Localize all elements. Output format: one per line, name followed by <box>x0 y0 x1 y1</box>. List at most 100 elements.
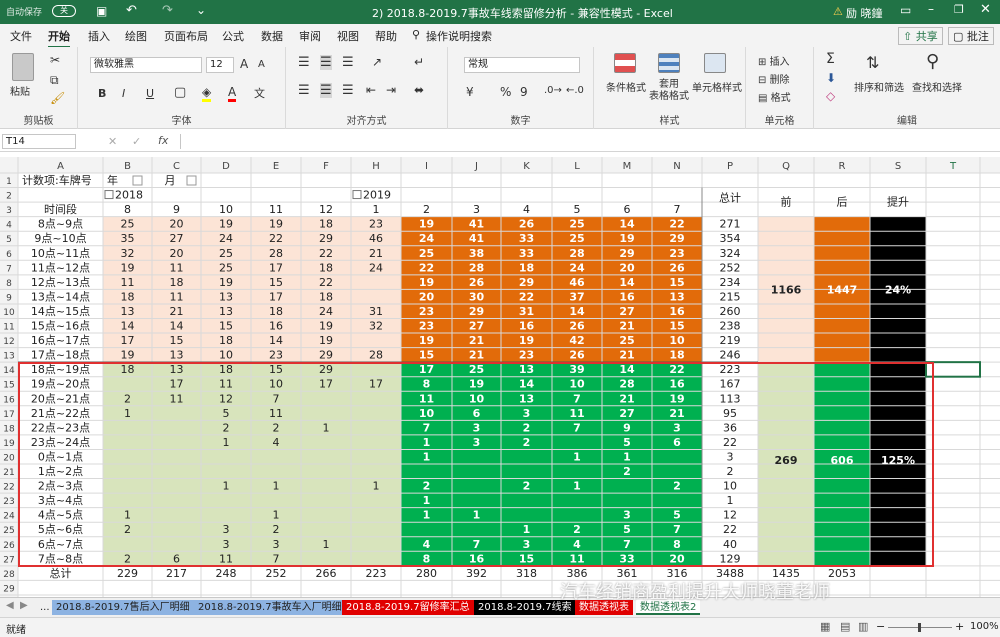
redo-icon[interactable]: ↷ <box>162 3 173 18</box>
align-left-icon[interactable]: ☰ <box>298 83 310 98</box>
fill-icon[interactable]: ⬇ <box>826 71 837 85</box>
cut-icon[interactable]: ✂ <box>50 53 61 67</box>
sort-filter-button[interactable]: 排序和筛选 <box>854 83 904 94</box>
scroll-left-icon[interactable]: ◀ <box>6 600 14 611</box>
tab-home[interactable]: 开始 <box>48 28 70 48</box>
tell-me-search[interactable]: 操作说明搜索 <box>426 30 492 43</box>
zoom-in-icon[interactable]: + <box>955 620 965 633</box>
sort-filter-icon[interactable]: ⇅ <box>866 53 880 72</box>
font-color-icon[interactable]: A <box>228 85 237 102</box>
maximize-icon[interactable]: ❐ <box>954 3 964 16</box>
paste-button[interactable]: 粘贴 <box>10 87 30 98</box>
format-painter-icon[interactable]: 🖌 <box>50 91 66 105</box>
user-name[interactable]: 励 晓鐘 <box>846 7 883 20</box>
night-after-value: 606 <box>831 454 854 467</box>
worksheet-grid[interactable]: A B C D E F H I J K L M N P Q R S T 1 2 3 4 5 6 7 8 9 10 11 12 13 14 15 1… <box>0 157 1000 597</box>
decrease-decimal-icon[interactable]: ←.0 <box>566 85 584 96</box>
save-icon[interactable]: ▣ <box>96 4 108 18</box>
conditional-format-button[interactable]: 条件格式 <box>606 83 646 94</box>
merge-center-icon[interactable]: ⬌ <box>414 83 425 97</box>
fill-color-icon[interactable]: ◈ <box>202 85 212 102</box>
autosum-button[interactable]: Σ <box>826 51 835 67</box>
share-button[interactable]: ⇧ 共享 <box>898 27 943 45</box>
ribbon-display-icon[interactable]: ▭ <box>900 3 912 17</box>
percent-button[interactable]: % <box>500 85 512 99</box>
tab-data[interactable]: 数据 <box>261 30 283 43</box>
phonetic-icon[interactable]: 文 <box>254 87 265 100</box>
number-format-select[interactable]: 常规 <box>464 57 580 73</box>
data-cell: 25 <box>569 218 584 231</box>
name-box[interactable]: T14 <box>2 134 76 149</box>
tab-view[interactable]: 视图 <box>337 30 359 43</box>
zoom-slider-thumb[interactable] <box>918 623 921 632</box>
tab-formulas[interactable]: 公式 <box>222 30 244 43</box>
grow-font-icon[interactable]: A <box>240 57 249 71</box>
zoom-out-icon[interactable]: − <box>876 620 886 633</box>
insert-cells-button[interactable]: ⊞ 插入 <box>758 53 790 68</box>
data-cell: 27 <box>170 232 184 245</box>
enter-icon[interactable]: ✓ <box>132 135 142 148</box>
align-middle-icon[interactable]: ☰ <box>320 55 332 70</box>
cell-styles-button[interactable]: 单元格样式 <box>692 83 742 94</box>
sheet-tab-pivot2[interactable]: 数据透视表2 <box>636 600 701 615</box>
bold-button[interactable]: B <box>98 87 107 100</box>
orientation-icon[interactable]: ↗ <box>372 55 383 69</box>
data-cell: 15 <box>669 320 684 333</box>
format-cells-button[interactable]: ▤ 格式 <box>758 89 791 104</box>
sheet-tab-leads[interactable]: 2018.8-2019.7线索 <box>474 600 576 615</box>
align-right-icon[interactable]: ☰ <box>342 83 354 98</box>
format-as-table-icon[interactable] <box>658 53 680 73</box>
find-select-button[interactable]: 查找和选择 <box>912 83 962 94</box>
cancel-icon[interactable]: ✕ <box>108 135 118 148</box>
search-icon[interactable]: ⚲ <box>412 28 421 41</box>
find-select-icon[interactable]: ⚲ <box>926 51 940 72</box>
font-size-select[interactable]: 12 <box>206 57 234 73</box>
page-layout-view-icon[interactable]: ▤ <box>840 620 851 633</box>
decrease-indent-icon[interactable]: ⇤ <box>366 83 377 97</box>
tab-page-layout[interactable]: 页面布局 <box>164 30 208 43</box>
tab-review[interactable]: 审阅 <box>299 30 321 43</box>
increase-decimal-icon[interactable]: .0→ <box>544 85 562 96</box>
normal-view-icon[interactable]: ▦ <box>820 620 831 633</box>
insert-function-button[interactable]: fx <box>158 134 169 147</box>
wrap-text-icon[interactable]: ↵ <box>414 55 425 69</box>
scroll-right-icon[interactable]: ▶ <box>20 600 28 611</box>
comma-style-button[interactable]: 9 <box>520 85 528 99</box>
page-break-view-icon[interactable]: ▥ <box>858 620 869 633</box>
increase-indent-icon[interactable]: ⇥ <box>386 83 397 97</box>
formula-input[interactable] <box>180 134 990 149</box>
shrink-font-icon[interactable]: A <box>258 59 265 70</box>
sheet-tab-retention-summary[interactable]: 2018.8-2019.7留修率汇总 <box>342 600 474 615</box>
align-top-icon[interactable]: ☰ <box>298 55 310 70</box>
autosave-toggle[interactable]: 关 <box>52 5 76 17</box>
border-icon[interactable]: ▢ <box>174 85 187 100</box>
tab-file[interactable]: 文件 <box>10 30 32 43</box>
tab-help[interactable]: 帮助 <box>375 30 397 43</box>
zoom-level[interactable]: 100% <box>970 621 999 632</box>
minimize-icon[interactable]: – <box>928 2 934 16</box>
sheet-tab-service-intake[interactable]: 2018.8-2019.7售后入厂明细 <box>52 600 194 615</box>
underline-button[interactable]: U <box>146 87 155 100</box>
sheet-tab-more[interactable]: ... <box>40 602 50 613</box>
tab-insert[interactable]: 插入 <box>88 30 110 43</box>
delete-cells-button[interactable]: ⊟ 删除 <box>758 71 790 86</box>
sheet-tab-accident-intake[interactable]: 2018.8-2019.7事故车入厂明细 <box>194 600 346 615</box>
italic-button[interactable]: I <box>122 87 126 100</box>
cell-styles-icon[interactable] <box>704 53 726 73</box>
format-as-table-button[interactable]: 套用 表格格式 <box>649 79 689 102</box>
align-center-icon[interactable]: ☰ <box>320 83 332 98</box>
row-total-cell: 167 <box>720 378 741 391</box>
clear-icon[interactable]: ◇ <box>826 89 836 103</box>
font-name-select[interactable]: 微软雅黑 <box>90 57 202 73</box>
conditional-format-icon[interactable] <box>614 53 636 73</box>
comments-button[interactable]: ▢ 批注 <box>948 27 994 45</box>
close-icon[interactable]: ✕ <box>980 2 991 17</box>
copy-icon[interactable]: ⧉ <box>50 73 59 87</box>
paste-icon[interactable] <box>12 53 34 81</box>
tab-draw[interactable]: 绘图 <box>125 30 147 43</box>
currency-icon[interactable]: ¥ <box>466 85 474 99</box>
sheet-tab-pivot[interactable]: 数据透视表 <box>575 600 633 615</box>
align-bottom-icon[interactable]: ☰ <box>342 55 354 70</box>
undo-icon[interactable]: ↶ <box>126 3 137 18</box>
qat-dropdown-icon[interactable]: ⌄ <box>196 3 207 17</box>
